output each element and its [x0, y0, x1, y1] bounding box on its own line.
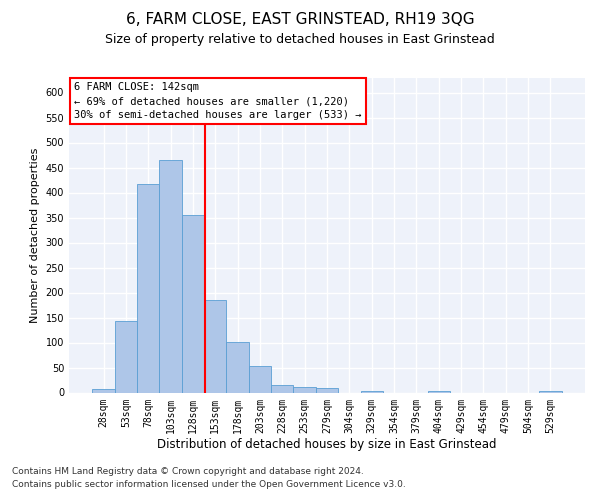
Bar	[160, 160, 182, 392]
Bar	[428, 391, 450, 392]
Bar	[92, 388, 115, 392]
X-axis label: Distribution of detached houses by size in East Grinstead: Distribution of detached houses by size …	[157, 438, 497, 451]
Bar	[204, 300, 226, 392]
Text: 6 FARM CLOSE: 142sqm
← 69% of detached houses are smaller (1,220)
30% of semi-de: 6 FARM CLOSE: 142sqm ← 69% of detached h…	[74, 82, 362, 120]
Bar	[249, 366, 271, 392]
Bar	[539, 390, 562, 392]
Text: Contains public sector information licensed under the Open Government Licence v3: Contains public sector information licen…	[12, 480, 406, 489]
Text: 6, FARM CLOSE, EAST GRINSTEAD, RH19 3QG: 6, FARM CLOSE, EAST GRINSTEAD, RH19 3QG	[125, 12, 475, 28]
Bar	[293, 386, 316, 392]
Bar	[361, 390, 383, 392]
Bar	[316, 388, 338, 392]
Y-axis label: Number of detached properties: Number of detached properties	[30, 148, 40, 322]
Text: Size of property relative to detached houses in East Grinstead: Size of property relative to detached ho…	[105, 32, 495, 46]
Text: Contains HM Land Registry data © Crown copyright and database right 2024.: Contains HM Land Registry data © Crown c…	[12, 467, 364, 476]
Bar	[271, 385, 293, 392]
Bar	[115, 321, 137, 392]
Bar	[226, 342, 249, 392]
Bar	[137, 184, 160, 392]
Bar	[182, 215, 204, 392]
